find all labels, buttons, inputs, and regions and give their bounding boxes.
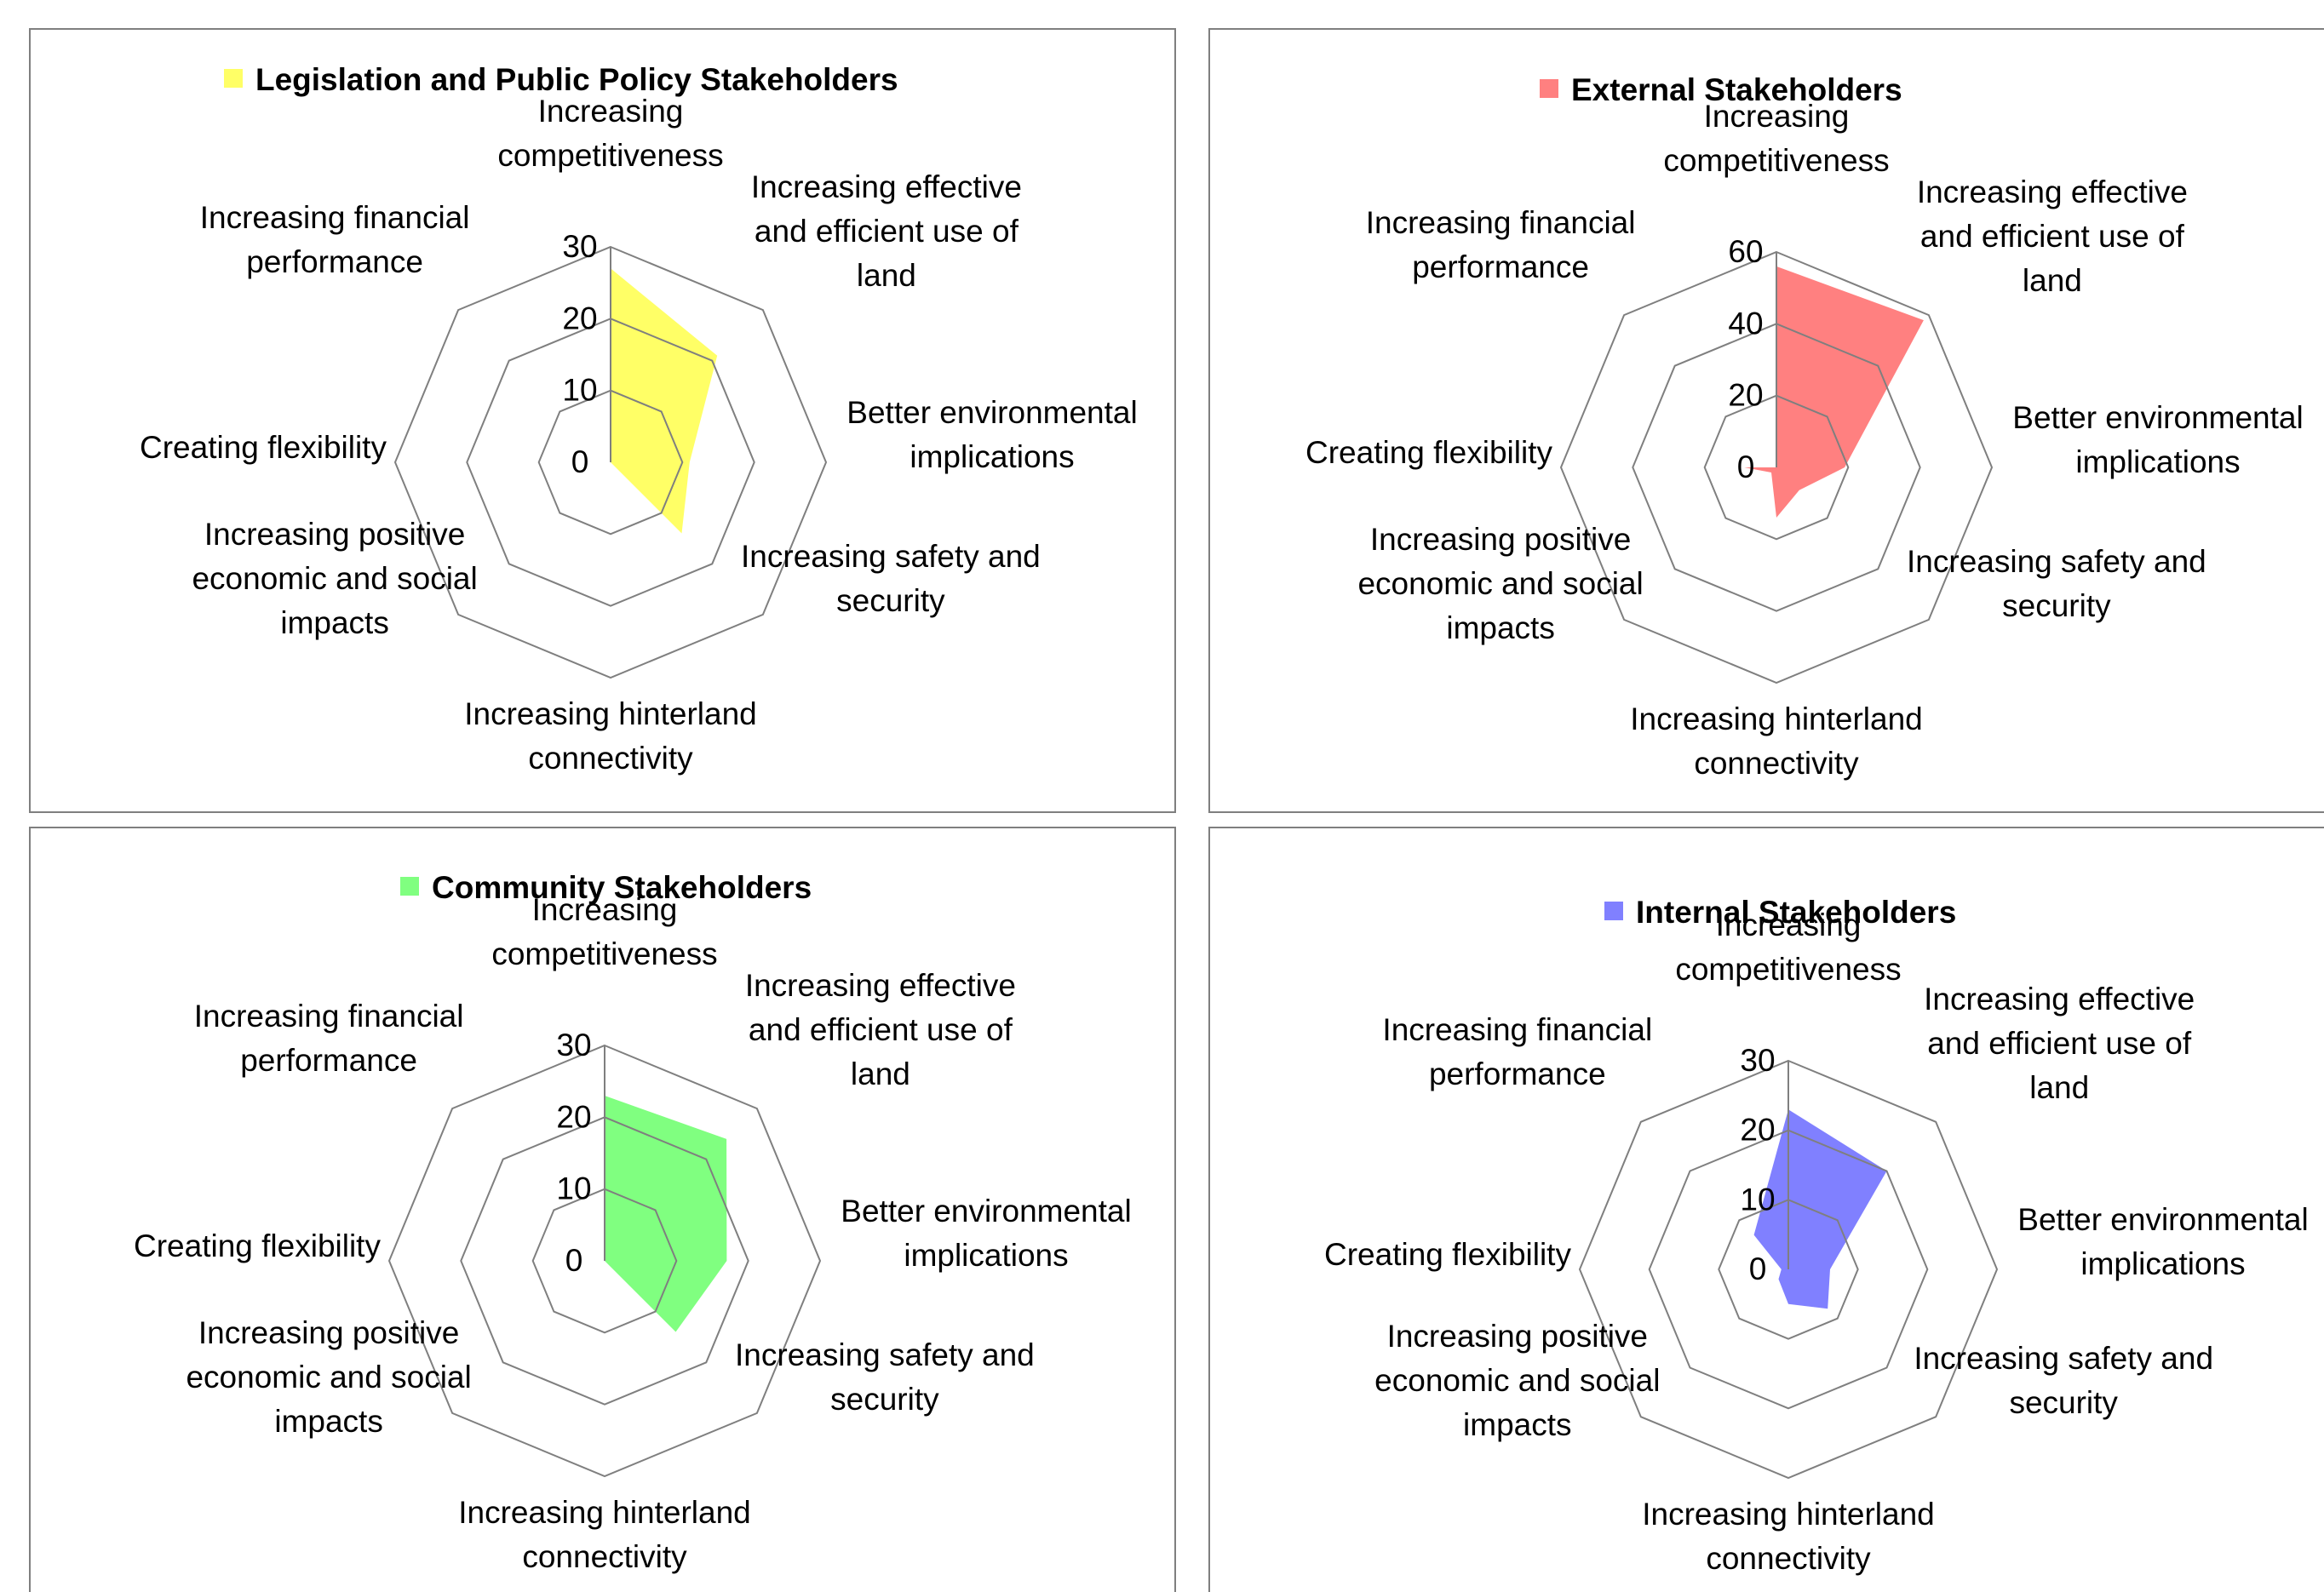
axis-label: Increasing competitiveness — [1675, 908, 1901, 987]
axis-label: Increasing positive economic and social im… — [186, 1315, 471, 1439]
legend: External Stakeholders — [1540, 72, 1902, 107]
legend-swatch — [1540, 79, 1558, 98]
chart-frame — [1208, 28, 2324, 813]
grid-ring — [1648, 1129, 1929, 1410]
legend-swatch — [1604, 902, 1623, 920]
axis-label: Increasing positive economic and social im… — [1374, 1319, 1660, 1442]
axis-label: Increasing safety and security — [735, 1337, 1035, 1417]
axis-label: Better environmental implications — [841, 1194, 1131, 1273]
axis-label: Creating flexibility — [1305, 435, 1552, 470]
tick-label: 10 — [1740, 1182, 1775, 1217]
axis-label: Increasing effective and efficient use of… — [751, 169, 1022, 293]
legend-label: Internal Stakeholders — [1636, 895, 1956, 930]
radar-chart-panel: Internal Stakeholders 0 10 20 30 Increasing co… — [1208, 827, 2324, 1592]
axis-label: Increasing safety and security — [1907, 544, 2206, 623]
axis-label: Increasing safety and security — [741, 539, 1041, 618]
chart-frame — [29, 827, 1176, 1592]
tick-label: 40 — [1728, 306, 1763, 341]
series-area — [588, 268, 718, 534]
grid-ring — [1718, 1199, 1859, 1340]
grid-ring — [537, 389, 684, 535]
axis-label: Increasing hinterland connectivity — [458, 1495, 751, 1574]
tick-label: 30 — [1740, 1043, 1775, 1078]
outer-grid-ring — [1578, 1059, 1999, 1480]
legend-swatch — [400, 877, 419, 896]
axis-label: Increasing hinterland connectivity — [464, 696, 757, 776]
series-area — [1753, 1109, 1887, 1309]
tick-label: 20 — [1740, 1113, 1775, 1148]
legend-label: Community Stakeholders — [432, 870, 812, 905]
axis-label: Better environmental implications — [846, 395, 1137, 474]
grid-ring — [531, 1188, 678, 1334]
axis-label: Increasing financial performance — [1366, 205, 1636, 284]
outer-grid-ring — [393, 245, 828, 679]
tick-label: 20 — [1728, 378, 1763, 413]
axis-label: Increasing effective and efficient use of… — [745, 968, 1016, 1091]
outer-grid-ring — [387, 1044, 822, 1478]
grid-ring — [1632, 323, 1921, 612]
axis-label: Creating flexibility — [1324, 1237, 1571, 1272]
axis-label: Increasing positive economic and social im… — [1357, 522, 1643, 645]
tick-label: 20 — [556, 1099, 591, 1134]
tick-label: 0 — [571, 444, 589, 479]
tick-label: 20 — [562, 301, 597, 335]
grid-ring — [460, 1116, 749, 1406]
outer-grid-ring — [1559, 250, 1994, 684]
axis-label: Increasing positive economic and social im… — [192, 517, 477, 640]
tick-label: 0 — [1737, 450, 1755, 484]
tick-label: 0 — [565, 1243, 583, 1278]
radar-chart-panel: Community Stakeholders 0 10 20 30 Increasing c… — [29, 827, 1176, 1592]
grid-ring — [466, 318, 755, 607]
axis-label: Creating flexibility — [134, 1228, 381, 1263]
tick-label: 60 — [1728, 234, 1763, 269]
legend-swatch — [224, 69, 243, 88]
radar-chart-panel: External Stakeholders 0 20 40 60 Increasing co… — [1208, 28, 2324, 813]
axis-label: Increasing hinterland connectivity — [1642, 1497, 1935, 1576]
axis-label: Increasing competitiveness — [1663, 99, 1889, 178]
axis-label: Increasing safety and security — [1914, 1341, 2213, 1420]
axis-label: Increasing financial performance — [200, 200, 470, 279]
tick-label: 10 — [556, 1171, 591, 1206]
tick-label: 30 — [562, 229, 597, 264]
legend: Internal Stakeholders — [1604, 895, 1956, 930]
axis-label: Creating flexibility — [140, 430, 387, 465]
tick-label: 30 — [556, 1028, 591, 1062]
axis-label: Increasing hinterland connectivity — [1630, 702, 1923, 781]
tick-label: 10 — [562, 373, 597, 408]
axis-label: Better environmental implications — [2012, 400, 2303, 479]
axis-label: Increasing financial performance — [194, 999, 464, 1078]
axis-label: Increasing competitiveness — [497, 94, 723, 173]
radar-chart-panel: Legislation and Public Policy Stakeholde… — [29, 28, 1176, 813]
axis-label: Increasing competitiveness — [491, 892, 717, 971]
legend-label: External Stakeholders — [1571, 72, 1902, 107]
legend: Community Stakeholders — [400, 870, 812, 905]
series-area — [576, 1096, 727, 1332]
legend: Legislation and Public Policy Stakeholde… — [224, 62, 898, 97]
axis-label: Better environmental implications — [2017, 1202, 2308, 1281]
axis-label: Increasing effective and efficient use of… — [1924, 982, 2195, 1105]
chart-frame — [29, 28, 1176, 813]
axis-label: Increasing effective and efficient use of… — [1917, 175, 2188, 298]
tick-label: 0 — [1749, 1251, 1767, 1286]
legend-label: Legislation and Public Policy Stakeholde… — [255, 62, 898, 97]
axis-label: Increasing financial performance — [1382, 1012, 1652, 1091]
grid-ring — [1703, 394, 1850, 541]
